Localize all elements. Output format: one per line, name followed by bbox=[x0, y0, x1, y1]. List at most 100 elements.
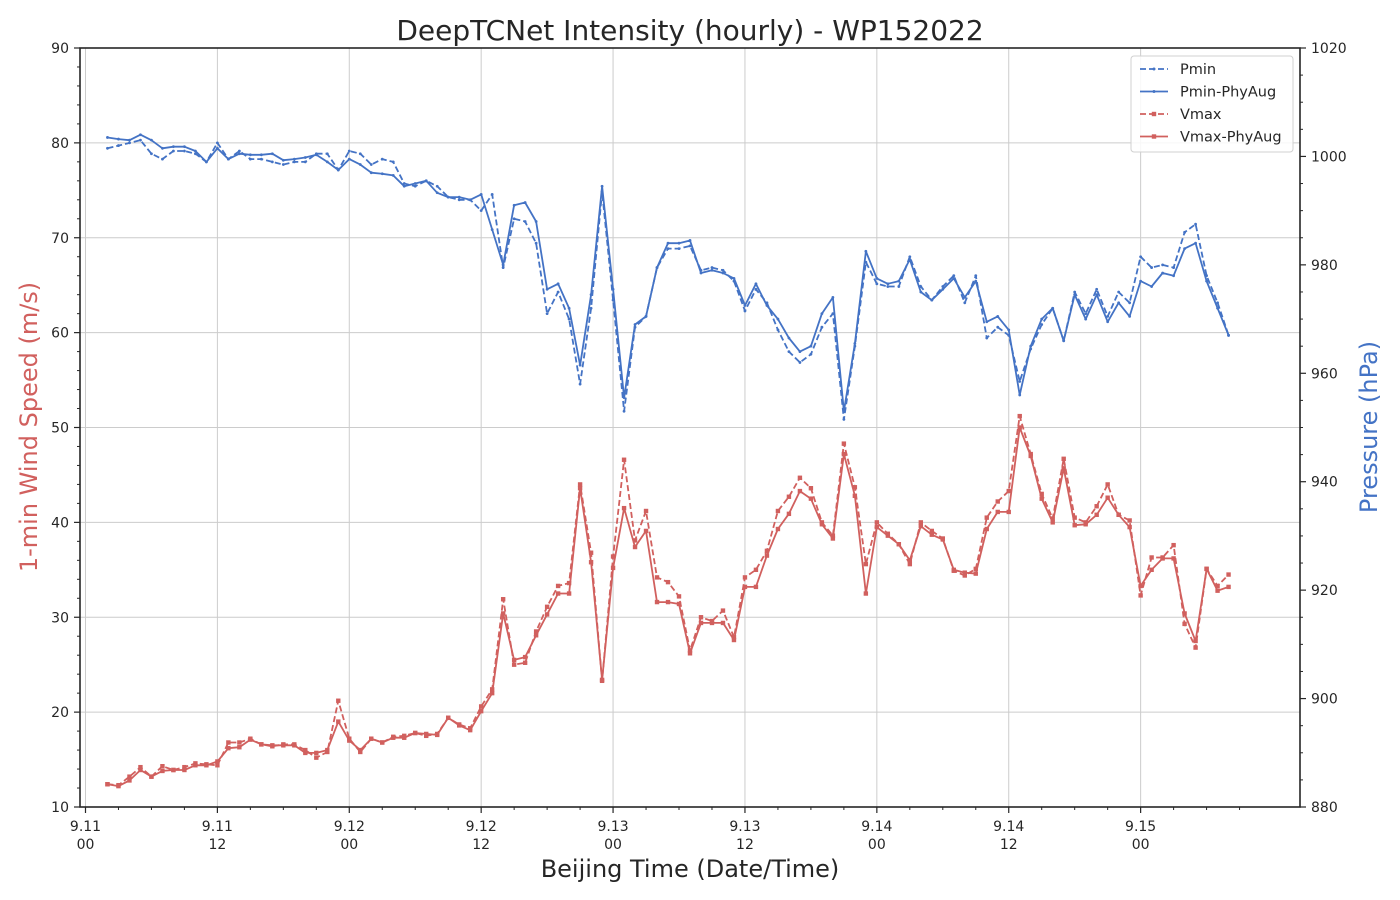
data-point bbox=[775, 526, 781, 532]
data-point bbox=[710, 266, 714, 269]
data-point bbox=[1106, 320, 1110, 324]
x-tick-label-date: 9.13 bbox=[729, 819, 760, 835]
data-point bbox=[577, 486, 583, 491]
data-point bbox=[941, 287, 945, 291]
data-point bbox=[588, 560, 594, 565]
x-tick-label-hour: 12 bbox=[208, 837, 226, 853]
data-point bbox=[1150, 285, 1154, 288]
data-point bbox=[1094, 512, 1099, 517]
data-point bbox=[1040, 323, 1044, 326]
x-tick-label-hour: 00 bbox=[868, 837, 886, 853]
data-point bbox=[325, 160, 329, 164]
data-point bbox=[270, 160, 274, 164]
x-tick-label-date: 9.11 bbox=[202, 819, 233, 835]
data-point bbox=[171, 767, 176, 773]
data-point bbox=[1007, 328, 1011, 332]
data-point bbox=[1172, 266, 1176, 269]
data-point bbox=[292, 743, 297, 748]
data-point bbox=[523, 220, 527, 223]
data-point bbox=[566, 580, 572, 586]
data-point bbox=[358, 747, 363, 753]
data-point bbox=[996, 314, 1000, 318]
data-point bbox=[533, 629, 539, 634]
data-point bbox=[128, 141, 131, 145]
data-point bbox=[776, 317, 780, 321]
grid-lines bbox=[80, 48, 1300, 807]
data-point bbox=[281, 743, 286, 748]
data-point bbox=[874, 520, 880, 525]
data-point bbox=[753, 567, 759, 573]
data-point bbox=[172, 149, 175, 153]
data-point bbox=[215, 759, 220, 764]
data-point bbox=[1073, 293, 1077, 297]
data-point bbox=[731, 637, 737, 643]
data-point bbox=[369, 736, 374, 741]
data-point bbox=[1006, 488, 1011, 494]
data-point bbox=[1172, 274, 1176, 278]
data-point bbox=[194, 149, 197, 153]
legend-label-pmin-phyaug: Pmin-PhyAug bbox=[1180, 85, 1276, 101]
data-point bbox=[336, 168, 340, 172]
data-point bbox=[984, 526, 989, 532]
data-point bbox=[1017, 425, 1022, 430]
data-point bbox=[665, 599, 671, 605]
data-point bbox=[127, 778, 132, 783]
x-tick-label-date: 9.14 bbox=[861, 819, 892, 835]
data-point bbox=[940, 537, 945, 542]
data-point bbox=[533, 633, 539, 638]
data-point bbox=[677, 241, 681, 245]
data-point bbox=[643, 508, 649, 514]
data-point bbox=[424, 179, 428, 183]
legend-marker bbox=[1151, 134, 1157, 139]
data-point bbox=[511, 662, 517, 667]
data-point bbox=[930, 298, 934, 302]
data-point bbox=[1227, 333, 1230, 337]
data-point bbox=[281, 158, 285, 162]
data-point bbox=[908, 255, 912, 259]
data-point bbox=[237, 149, 241, 153]
data-point bbox=[853, 342, 857, 345]
data-point bbox=[457, 195, 461, 199]
data-point bbox=[248, 153, 252, 157]
data-point bbox=[654, 575, 660, 580]
data-point bbox=[798, 350, 802, 353]
data-point bbox=[919, 290, 923, 294]
data-point bbox=[1171, 556, 1176, 561]
data-point bbox=[1072, 523, 1077, 528]
data-point bbox=[193, 763, 198, 768]
data-point bbox=[764, 548, 770, 554]
data-point bbox=[1150, 266, 1154, 269]
data-point bbox=[380, 172, 384, 176]
data-point bbox=[556, 290, 560, 294]
data-point bbox=[985, 336, 989, 340]
data-point bbox=[149, 774, 154, 779]
data-point bbox=[1051, 306, 1055, 310]
data-point bbox=[303, 747, 308, 753]
data-point bbox=[182, 767, 187, 773]
data-point bbox=[841, 441, 847, 446]
data-point bbox=[1171, 542, 1176, 548]
series-pmin bbox=[106, 138, 1230, 421]
data-point bbox=[1139, 255, 1143, 259]
data-point bbox=[270, 743, 275, 748]
data-point bbox=[974, 274, 978, 278]
data-point bbox=[600, 184, 604, 188]
data-point bbox=[424, 731, 429, 737]
data-point bbox=[1105, 495, 1110, 500]
legend-marker bbox=[1152, 67, 1156, 71]
data-point bbox=[1216, 301, 1219, 305]
x-tick-label-date: 9.11 bbox=[70, 819, 101, 835]
data-point bbox=[864, 249, 868, 253]
data-point bbox=[918, 523, 924, 529]
data-point bbox=[1226, 584, 1231, 590]
data-point bbox=[292, 160, 296, 164]
data-point bbox=[1105, 482, 1110, 487]
data-point bbox=[929, 532, 935, 537]
data-point bbox=[610, 565, 616, 571]
data-point bbox=[522, 654, 528, 660]
data-point bbox=[182, 764, 187, 770]
data-point bbox=[1017, 413, 1022, 419]
data-point bbox=[786, 511, 792, 517]
data-point bbox=[501, 266, 505, 269]
y-tick-label: 70 bbox=[51, 231, 69, 247]
